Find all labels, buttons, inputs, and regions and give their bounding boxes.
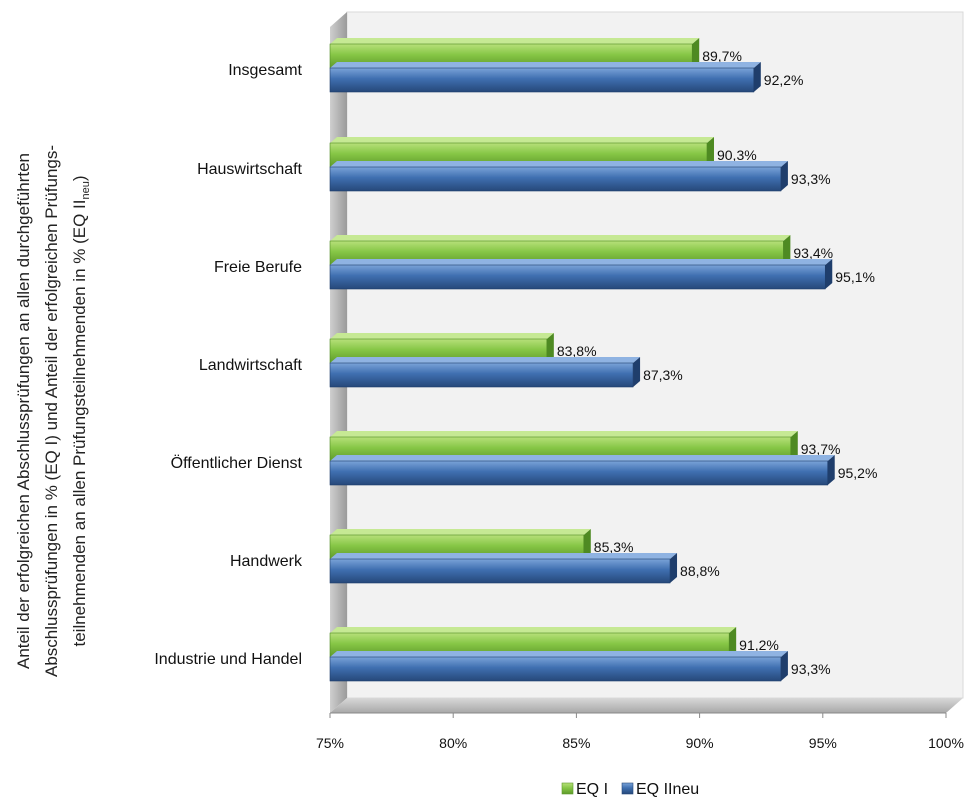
bar-end-face	[692, 38, 700, 68]
bar-end-face	[780, 161, 788, 191]
y-axis-title: Anteil der erfolgreichen Abschlussprüfun…	[14, 145, 92, 677]
value-label-eq2-5: 88,8%	[680, 563, 720, 579]
value-label-eq2-4: 95,2%	[838, 465, 878, 481]
bar-end-face	[729, 627, 737, 657]
y-axis-title-line-3-end: )	[70, 175, 89, 181]
value-label-eq1-4: 93,7%	[801, 441, 841, 457]
category-label-2: Freie Berufe	[214, 259, 302, 276]
bar-end-face	[670, 553, 678, 583]
value-label-eq2-3: 87,3%	[643, 367, 683, 383]
bar-end-face	[633, 357, 641, 387]
bar-front-face	[329, 460, 829, 486]
bar-top-face	[330, 357, 641, 363]
bar-end-face	[753, 62, 761, 92]
x-tick-label-3: 90%	[686, 735, 714, 751]
y-axis-title-line-2: Abschlussprüfungen in % (EQ I) und Antei…	[42, 145, 61, 677]
bar-top-face	[330, 259, 833, 265]
bar-eq2-1: 93,3%	[329, 161, 831, 192]
category-labels: Insgesamt Hauswirtschaft Freie Berufe Landw…	[154, 62, 303, 668]
bar-top-face	[330, 161, 788, 167]
bar-eq2-2: 95,1%	[329, 259, 875, 290]
x-tick-label-1: 80%	[439, 735, 467, 751]
bar-top-face	[330, 62, 761, 68]
bar-end-face	[790, 431, 798, 461]
bar-eq2-0: 92,2%	[329, 62, 804, 93]
y-axis-title-line-3-main: teilnehmenden an allen Prüfungsteilnehme…	[70, 200, 89, 647]
bar-top-face	[330, 38, 700, 44]
bar-front-face	[329, 67, 755, 93]
bar-front-face	[329, 166, 782, 192]
bar-eq2-3: 87,3%	[329, 357, 683, 388]
y-axis-title-line-3: teilnehmenden an allen Prüfungsteilnehme…	[70, 175, 92, 646]
category-label-4: Öffentlicher Dienst	[171, 454, 303, 472]
value-label-eq1-2: 93,4%	[793, 245, 833, 261]
bar-top-face	[330, 431, 798, 437]
bar-end-face	[825, 259, 833, 289]
value-label-eq1-5: 85,3%	[594, 539, 634, 555]
y-axis-title-subscript: neu	[80, 181, 92, 199]
bar-end-face	[783, 235, 791, 265]
legend: EQ I EQ IIneu	[561, 781, 699, 798]
x-tick-label-0: 75%	[316, 735, 344, 751]
legend-swatch-eq2	[621, 782, 634, 795]
bar-front-face	[329, 656, 782, 682]
bar-top-face	[330, 651, 788, 657]
bar-top-face	[330, 137, 714, 143]
bar-front-face	[329, 558, 671, 584]
value-label-eq2-0: 92,2%	[764, 72, 804, 88]
bar-eq2-5: 88,8%	[329, 553, 720, 584]
x-tick-label-2: 85%	[562, 735, 590, 751]
bar-end-face	[546, 333, 554, 363]
bar-end-face	[583, 529, 591, 559]
bar-top-face	[330, 529, 591, 535]
x-axis-ticks: 75% 80% 85% 90% 95% 100%	[316, 713, 964, 751]
x-tick-label-4: 95%	[809, 735, 837, 751]
legend-swatch-eq1	[561, 782, 574, 795]
bar-end-face	[780, 651, 788, 681]
legend-label-eq2: EQ IIneu	[636, 781, 699, 798]
bar-top-face	[330, 627, 737, 633]
value-label-eq1-1: 90,3%	[717, 147, 757, 163]
value-label-eq1-6: 91,2%	[739, 637, 779, 653]
legend-label-eq1: EQ I	[576, 781, 608, 798]
value-label-eq1-3: 83,8%	[557, 343, 597, 359]
value-label-eq2-2: 95,1%	[835, 269, 875, 285]
floor	[330, 698, 963, 713]
value-label-eq1-0: 89,7%	[702, 48, 742, 64]
bar-eq2-4: 95,2%	[329, 455, 878, 486]
bars-layer: 89,7% 92,2% 90,3% 93,3% 93,4%95,1% 83,8% 87,3%…	[329, 38, 878, 682]
bar-top-face	[330, 235, 791, 241]
bar-top-face	[330, 455, 835, 461]
category-label-6: Industrie und Handel	[154, 651, 302, 668]
value-label-eq2-1: 93,3%	[791, 171, 831, 187]
y-axis-title-line-1: Anteil der erfolgreichen Abschlussprüfun…	[14, 153, 33, 669]
x-tick-label-5: 100%	[928, 735, 964, 751]
category-label-3: Landwirtschaft	[199, 357, 303, 374]
category-label-1: Hauswirtschaft	[197, 161, 302, 178]
bar-end-face	[827, 455, 835, 485]
category-label-0: Insgesamt	[228, 62, 302, 79]
value-label-eq2-6: 93,3%	[791, 661, 831, 677]
bar-end-face	[706, 137, 714, 167]
bar-top-face	[330, 553, 678, 559]
bar-top-face	[330, 333, 554, 339]
bar-front-face	[329, 362, 634, 388]
bar-eq2-6: 93,3%	[329, 651, 831, 682]
category-label-5: Handwerk	[230, 553, 303, 570]
bar-front-face	[329, 264, 826, 290]
